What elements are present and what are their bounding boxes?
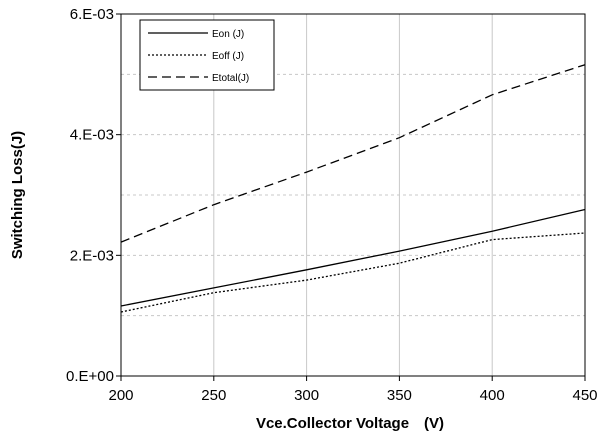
x-axis-title: Vce.Collector Voltage (V) bbox=[256, 415, 444, 432]
x-tick-label: 450 bbox=[572, 387, 597, 404]
series-line-dashed bbox=[120, 64, 586, 243]
y-tick-label: 0.E+00 bbox=[66, 368, 114, 385]
x-tick-label: 200 bbox=[108, 387, 133, 404]
x-tick-label: 250 bbox=[201, 387, 226, 404]
legend-box bbox=[139, 19, 275, 91]
y-tick-label: 4.E-03 bbox=[70, 127, 114, 144]
tick-labels: 200 250 300 350 400 450 0.E+00 2.E-03 4.E-03 6.E-… bbox=[66, 6, 597, 404]
legend-label: Eoff (J) bbox=[212, 51, 244, 62]
x-tick-label: 400 bbox=[480, 387, 505, 404]
y-tick-label: 2.E-03 bbox=[70, 247, 114, 264]
legend-label: Etotal(J) bbox=[212, 73, 249, 84]
x-tick-label: 300 bbox=[294, 387, 319, 404]
legend: Eon (J) Eoff (J) Etotal(J) bbox=[139, 19, 275, 91]
x-tick-label: 350 bbox=[387, 387, 412, 404]
y-tick-label: 6.E-03 bbox=[70, 6, 114, 23]
grid bbox=[121, 14, 585, 376]
y-axis-title: Switching Loss(J) bbox=[9, 131, 26, 259]
series-line-dotted bbox=[120, 232, 586, 313]
series-line-solid bbox=[120, 208, 586, 307]
plot-frame bbox=[120, 13, 586, 377]
series-group bbox=[120, 64, 586, 313]
legend-label: Eon (J) bbox=[212, 29, 244, 40]
